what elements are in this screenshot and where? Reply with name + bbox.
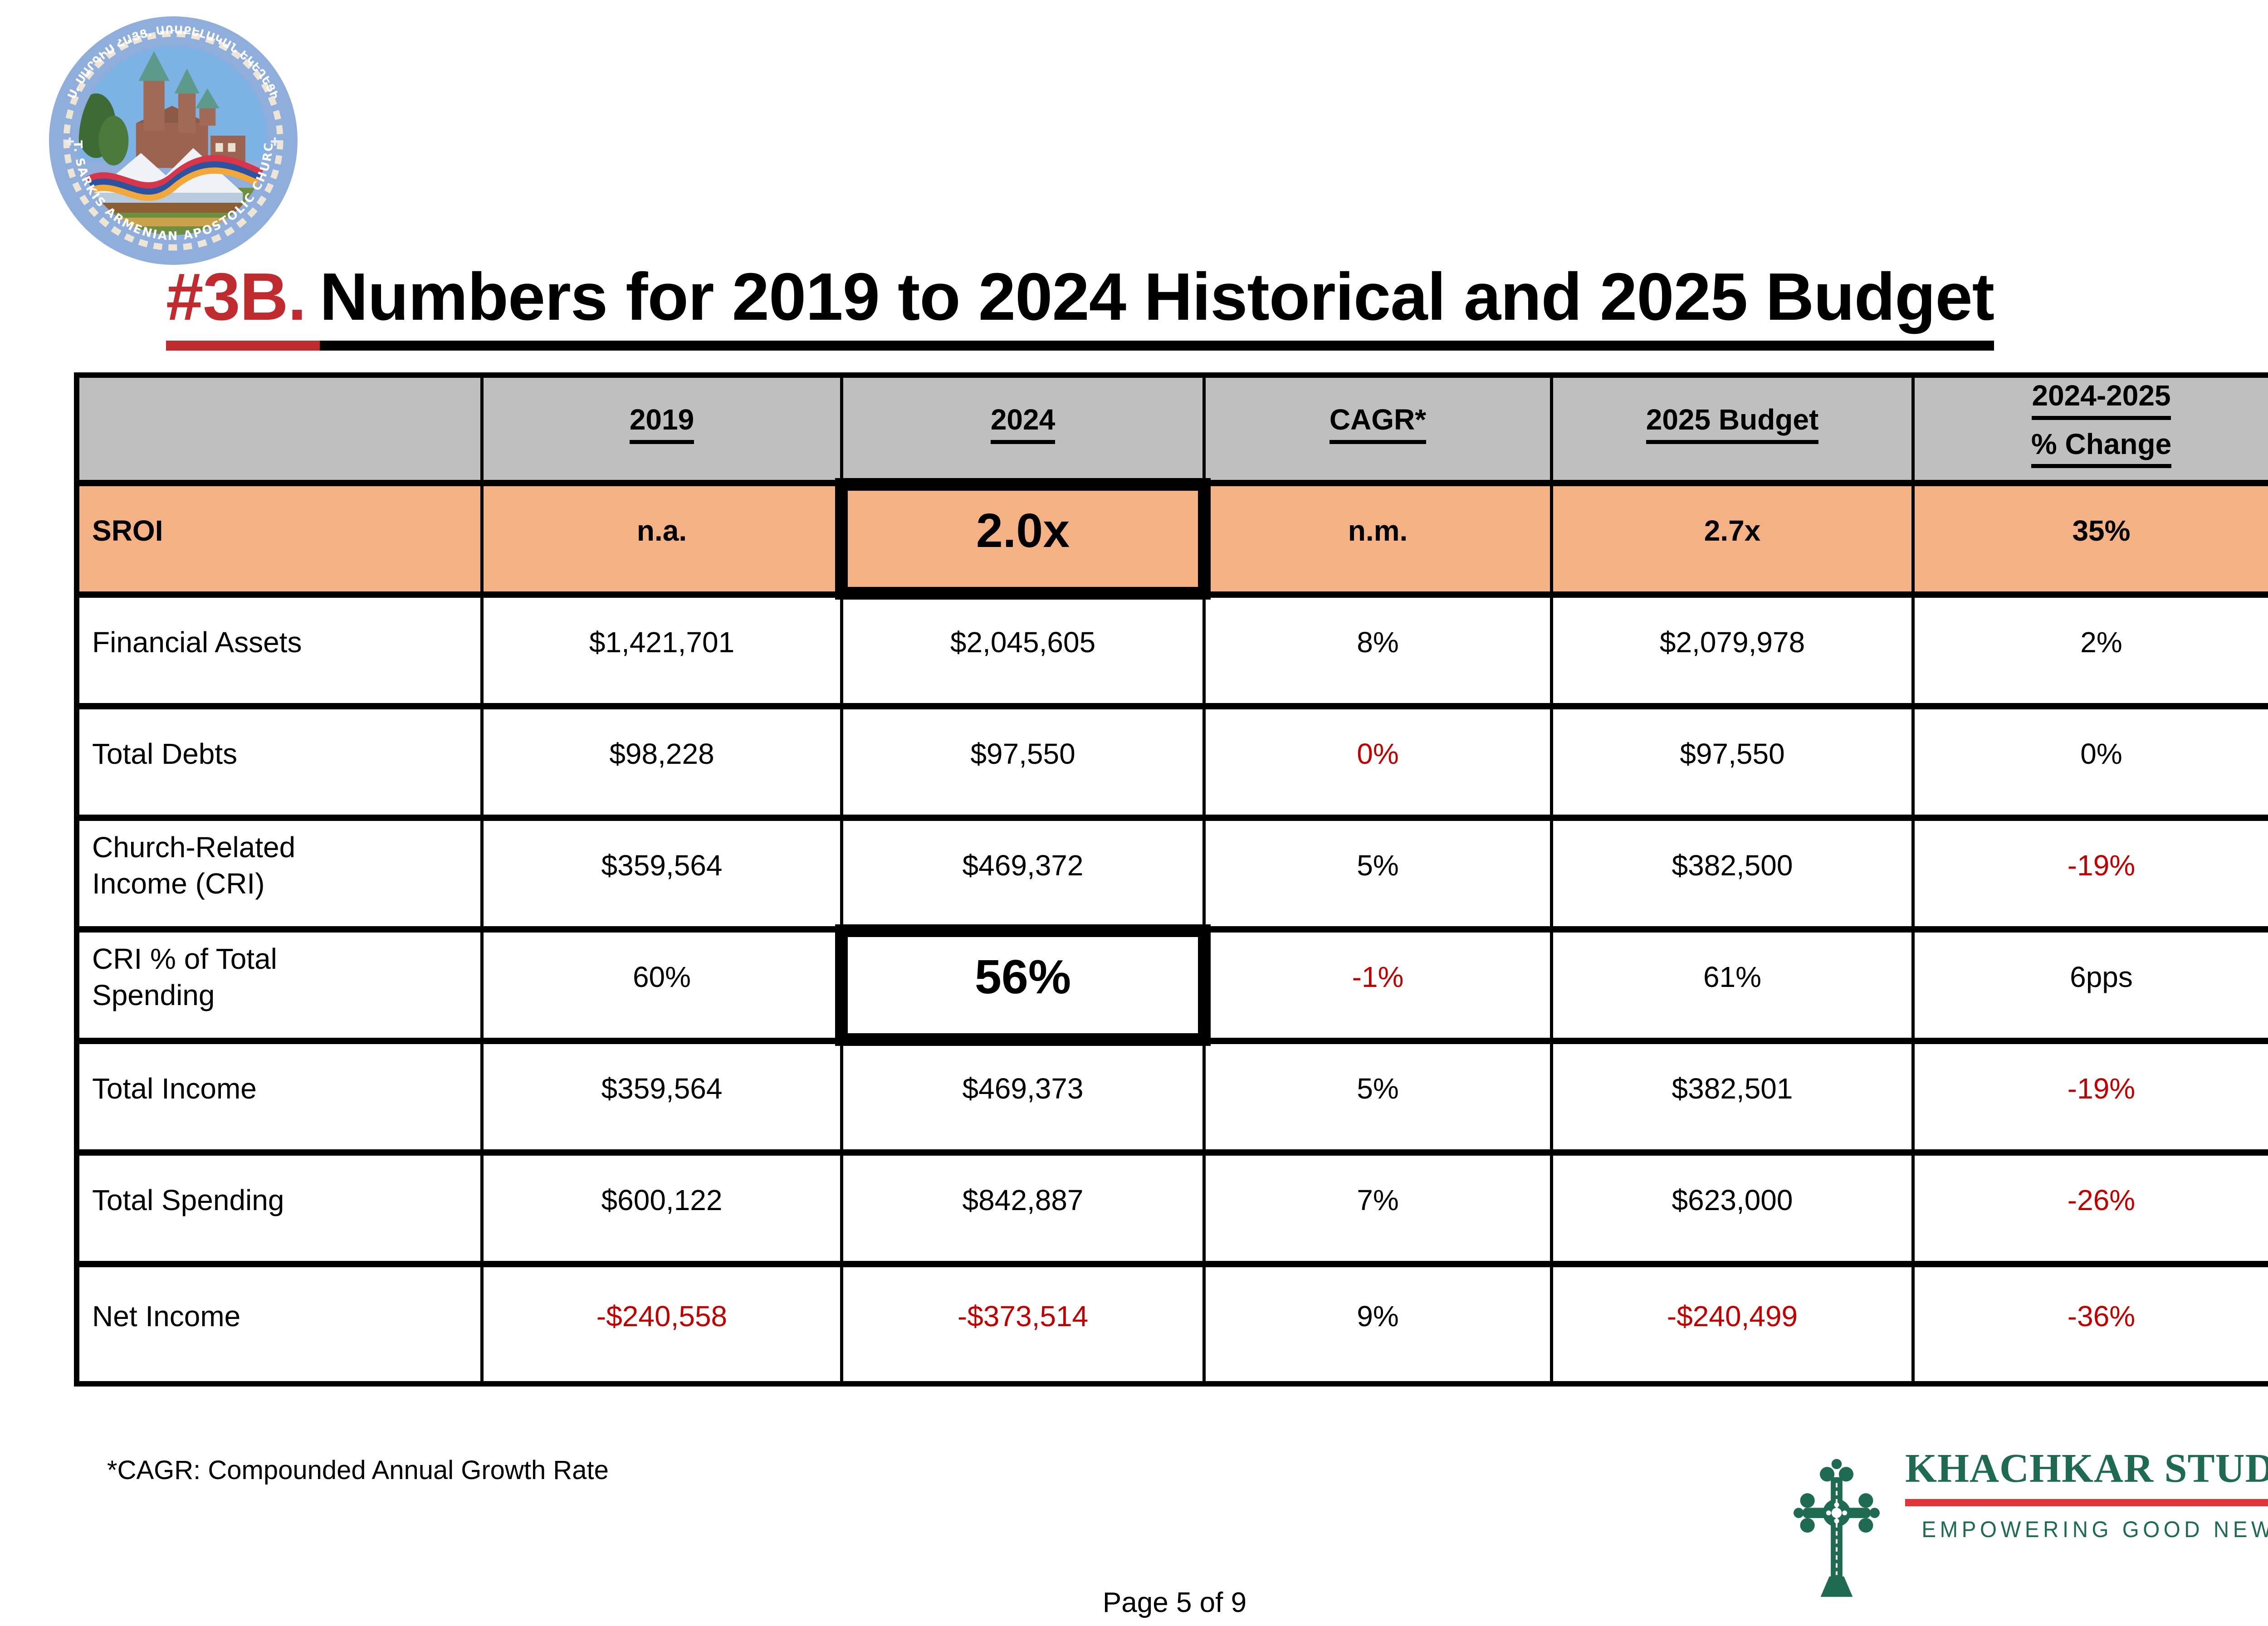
cell-cri-2024: $469,372 — [843, 821, 1206, 933]
cell-cri-pct-2024: 56% — [835, 924, 1211, 1046]
cell-cri-pct-budget: 61% — [1553, 933, 1915, 1044]
cell-net-income-2024: -$373,514 — [843, 1267, 1206, 1381]
cell-net-income-label: Net Income — [79, 1267, 484, 1381]
cell-cri-cagr: 5% — [1206, 821, 1553, 933]
page-title: #3B. Numbers for 2019 to 2024 Historical … — [166, 259, 2262, 351]
cell-cri-2019: $359,564 — [484, 821, 843, 933]
cell-financial-assets-change: 2% — [1915, 598, 2268, 709]
cell-total-spending-budget: $623,000 — [1553, 1156, 1915, 1267]
seal-left-cross-icon: ✚ — [65, 136, 75, 148]
cell-total-debts-cagr: 0% — [1206, 709, 1553, 821]
cell-total-spending-change: -26% — [1915, 1156, 2268, 1267]
cell-financial-assets-2024: $2,045,605 — [843, 598, 1206, 709]
cell-total-debts-label: Total Debts — [79, 709, 484, 821]
cell-cri-pct-label: CRI % of Total Spending — [79, 933, 484, 1044]
cell-total-debts-change: 0% — [1915, 709, 2268, 821]
studio-tagline: EMPOWERING GOOD NEWS — [1921, 1517, 2268, 1542]
cell-financial-assets-budget: $2,079,978 — [1553, 598, 1915, 709]
cell-total-spending-label: Total Spending — [79, 1156, 484, 1267]
cell-total-debts-budget: $97,550 — [1553, 709, 1915, 821]
cell-net-income-budget: -$240,499 — [1553, 1267, 1915, 1381]
cell-total-debts-2024: $97,550 — [843, 709, 1206, 821]
cell-cri-label: Church-Related Income (CRI) — [79, 821, 484, 933]
cell-cri-change: -19% — [1915, 821, 2268, 933]
cell-total-income-2024: $469,373 — [843, 1044, 1206, 1156]
studio-red-bar — [1905, 1499, 2268, 1506]
cell-total-spending-cagr: 7% — [1206, 1156, 1553, 1267]
title-text: Numbers for 2019 to 2024 Historical and … — [319, 260, 1994, 351]
cell-net-income-2019: -$240,558 — [484, 1267, 843, 1381]
cell-cri-pct-change: 6pps — [1915, 933, 2268, 1044]
header-2019: 2019 — [484, 378, 843, 486]
cell-cri-pct-2019: 60% — [484, 933, 843, 1044]
khachkar-cross-icon — [1794, 1459, 1880, 1597]
cell-sroi-cagr: n.m. — [1206, 486, 1553, 598]
header-2024-2025-change: 2024-2025% Change — [1915, 378, 2268, 486]
cell-net-income-change: -36% — [2067, 1299, 2136, 1333]
cell-total-debts-2019: $98,228 — [484, 709, 843, 821]
header-2025-budget: 2025 Budget — [1553, 378, 1915, 486]
cell-sroi-2024: 2.0x — [835, 478, 1211, 600]
cell-total-income-cagr: 5% — [1206, 1044, 1553, 1156]
cell-total-income-budget: $382,501 — [1553, 1044, 1915, 1156]
cagr-footnote: *CAGR: Compounded Annual Growth Rate — [107, 1455, 609, 1485]
header-cagr: CAGR* — [1206, 378, 1553, 486]
cell-sroi-budget: 2.7x — [1553, 486, 1915, 598]
cell-total-spending-2019: $600,122 — [484, 1156, 843, 1267]
seal-right-cross-icon: ✚ — [270, 136, 280, 148]
cell-cri-pct-cagr: -1% — [1206, 933, 1553, 1044]
studio-name: KHACHKAR STUDIOS — [1905, 1446, 2268, 1491]
cell-cri-budget: $382,500 — [1553, 821, 1915, 933]
header-blank-cell — [79, 378, 484, 486]
khachkar-studios-logo: KHACHKAR STUDIOS EMPOWERING GOOD NEWS — [1788, 1445, 2268, 1598]
title-number: #3B. — [166, 260, 320, 351]
cell-total-income-2019: $359,564 — [484, 1044, 843, 1156]
page-number: Page 5 of 9 — [1102, 1587, 1247, 1618]
cell-total-income-change: -19% — [1915, 1044, 2268, 1156]
budget-table: 2019 2024 CAGR* 2025 Budget 2024-2025% C… — [74, 372, 2268, 1387]
cell-financial-assets-2019: $1,421,701 — [484, 598, 843, 709]
header-2024: 2024 — [843, 378, 1206, 486]
cell-financial-assets-cagr: 8% — [1206, 598, 1553, 709]
cell-total-income-label: Total Income — [79, 1044, 484, 1156]
cell-total-spending-2024: $842,887 — [843, 1156, 1206, 1267]
cell-sroi-change: 35% — [1915, 486, 2268, 598]
church-seal-icon: ✚ ✚ Ս. ՍԱՐԳԻՍ ՀԱՅՑ. ԱՌԱՔԵԼԱԿԱՆ ԵԿԵՂԵՑԻ S… — [49, 16, 298, 265]
cell-financial-assets-label: Financial Assets — [79, 598, 484, 709]
cell-sroi-2019: n.a. — [484, 486, 843, 598]
cell-sroi-label: SROI — [79, 486, 484, 598]
cell-net-income-cagr: 9% — [1206, 1267, 1553, 1381]
